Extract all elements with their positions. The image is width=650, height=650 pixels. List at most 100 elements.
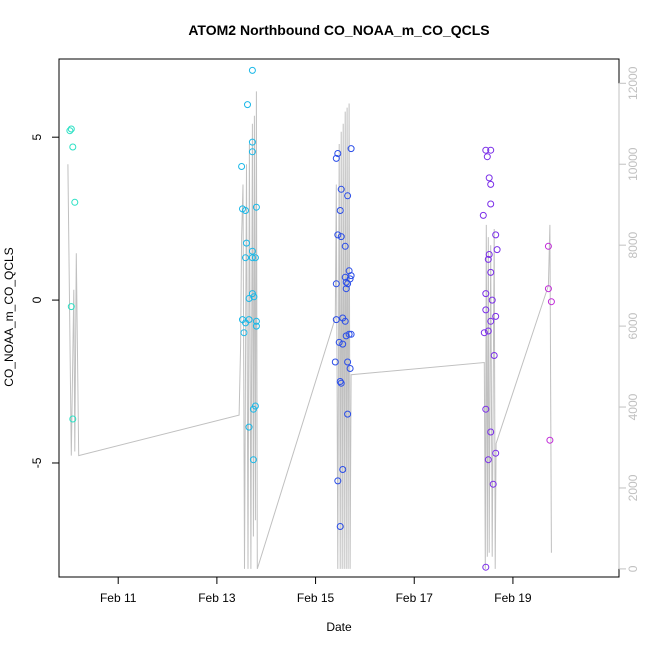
data-point: [544, 285, 552, 293]
data-point: [488, 296, 496, 304]
data-point: [493, 246, 501, 254]
data-point: [69, 415, 77, 423]
data-point: [482, 405, 490, 413]
series-3: [331, 145, 355, 530]
y2-tick-label: 8000: [626, 231, 640, 258]
data-point: [242, 207, 249, 214]
data-point: [243, 239, 250, 247]
data-point: [245, 316, 253, 324]
data-point: [252, 203, 260, 211]
y-axis: -5 0 5: [30, 134, 60, 468]
data-point: [479, 211, 487, 219]
data-point: [336, 207, 344, 214]
data-point: [492, 312, 500, 320]
y2-tick-label: 2000: [626, 474, 640, 501]
y-tick-label: 0: [30, 296, 44, 303]
data-point: [487, 200, 495, 208]
data-point: [492, 449, 500, 457]
data-point: [242, 254, 249, 262]
data-point: [342, 332, 350, 340]
data-point: [69, 143, 77, 151]
x-tick-label: Feb 19: [494, 591, 532, 605]
data-point: [341, 242, 349, 250]
series-2: [238, 66, 260, 464]
data-point: [248, 290, 256, 298]
data-point: [331, 358, 339, 366]
y2-tick-label: 4000: [626, 393, 640, 420]
y-tick-label: 5: [30, 134, 44, 141]
data-point: [339, 340, 347, 348]
data-point: [67, 125, 75, 133]
data-point: [342, 285, 350, 293]
x-tick-label: Feb 17: [396, 591, 434, 605]
data-point: [240, 329, 248, 337]
data-point: [334, 150, 342, 157]
data-point: [484, 456, 492, 464]
data-point: [341, 317, 349, 325]
data-point: [492, 231, 500, 239]
data-point: [487, 317, 495, 325]
data-point: [334, 231, 342, 239]
y2-tick-label: 12000: [626, 66, 640, 100]
data-points-layer: [66, 66, 555, 571]
data-point: [482, 563, 490, 571]
data-point: [347, 145, 355, 153]
data-point: [250, 293, 258, 301]
data-point: [546, 436, 554, 444]
y-axis-label: CO_NOAA_m_CO_QCLS: [2, 247, 16, 386]
data-point: [337, 233, 345, 241]
data-point: [337, 185, 345, 193]
data-point: [238, 163, 246, 170]
y2-tick-label: 0: [626, 565, 640, 572]
data-point: [339, 466, 347, 473]
data-point: [489, 480, 497, 488]
data-point: [347, 330, 355, 338]
data-point: [244, 101, 251, 109]
data-point: [344, 280, 352, 288]
data-point: [344, 192, 352, 200]
x-axis-label: Date: [326, 620, 352, 634]
series-4: [479, 146, 501, 571]
data-point: [485, 174, 493, 182]
data-point: [544, 242, 552, 250]
data-point: [547, 298, 555, 306]
chart-title: ATOM2 Northbound CO_NOAA_m_CO_QCLS: [188, 22, 489, 38]
data-point: [335, 338, 343, 346]
y2-tick-label: 10000: [626, 147, 640, 181]
altitude-trace-layer: [67, 91, 552, 570]
data-point: [480, 329, 488, 337]
data-point: [248, 66, 256, 74]
data-point: [344, 358, 352, 366]
data-point: [66, 127, 74, 135]
secondary-y-axis: 0 2000 4000 6000 8000 10000 12000: [618, 66, 640, 572]
series-1: [66, 125, 79, 423]
x-tick-label: Feb 15: [297, 591, 335, 605]
data-point: [487, 428, 495, 436]
data-point: [482, 306, 490, 314]
series-5: [544, 242, 555, 444]
data-point: [248, 148, 256, 156]
data-point: [337, 379, 345, 387]
data-point: [249, 405, 257, 413]
data-point: [482, 290, 490, 298]
data-point: [482, 146, 490, 154]
data-point: [487, 146, 495, 154]
data-point: [484, 255, 492, 263]
data-point: [344, 410, 352, 418]
data-point: [490, 352, 498, 359]
y2-tick-label: 6000: [626, 312, 640, 339]
data-point: [245, 423, 253, 431]
data-point: [332, 316, 340, 324]
data-point: [252, 317, 260, 325]
altitude-trace-line: [67, 91, 552, 570]
data-point: [484, 327, 492, 335]
data-point: [332, 154, 340, 162]
data-point: [341, 273, 349, 281]
data-point: [252, 322, 260, 330]
x-axis: Feb 11 Feb 13 Feb 15 Feb 17 Feb 19: [100, 576, 532, 605]
data-point: [485, 251, 493, 258]
y-tick-label: -5: [30, 457, 44, 468]
data-point: [334, 477, 342, 485]
data-point: [336, 378, 344, 385]
